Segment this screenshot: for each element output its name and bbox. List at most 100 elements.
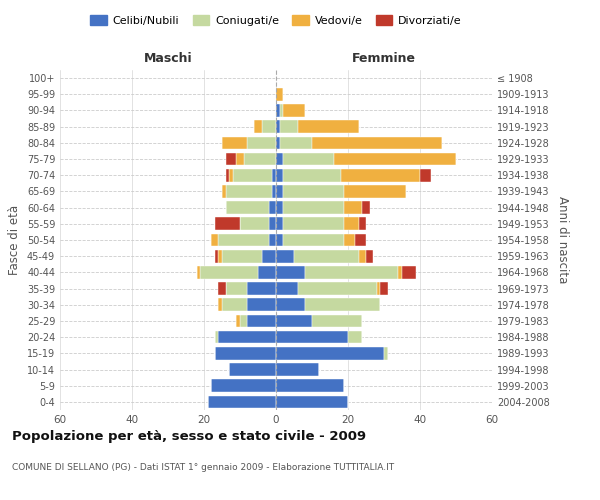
Bar [344,218,359,230]
Bar [208,396,276,408]
Bar [312,136,442,149]
Bar [276,234,283,246]
Bar [240,314,247,328]
Bar [276,380,344,392]
Bar [305,298,380,311]
Bar [276,250,294,262]
Bar [229,363,276,376]
Bar [334,152,456,166]
Bar [276,152,283,166]
Bar [244,152,276,166]
Bar [269,202,276,214]
Bar [269,234,276,246]
Bar [276,185,283,198]
Bar [276,314,312,328]
Bar [276,266,305,278]
Bar [362,202,370,214]
Bar [398,266,402,278]
Bar [377,282,380,295]
Bar [226,202,269,214]
Bar [276,88,283,101]
Bar [222,250,262,262]
Bar [211,234,218,246]
Bar [222,136,247,149]
Bar [283,152,334,166]
Bar [215,347,276,360]
Bar [226,185,272,198]
Bar [298,282,377,295]
Bar [226,169,229,181]
Bar [247,282,276,295]
Bar [218,250,222,262]
Bar [276,396,348,408]
Bar [222,298,247,311]
Bar [240,218,269,230]
Bar [276,104,280,117]
Bar [283,169,341,181]
Bar [222,185,226,198]
Bar [294,250,359,262]
Bar [402,266,416,278]
Bar [359,218,366,230]
Bar [276,136,280,149]
Bar [226,152,236,166]
Bar [197,266,200,278]
Bar [218,282,226,295]
Bar [276,331,348,344]
Bar [218,331,276,344]
Bar [233,169,272,181]
Bar [305,266,398,278]
Text: Femmine: Femmine [352,52,416,65]
Bar [254,120,262,133]
Bar [280,104,283,117]
Y-axis label: Anni di nascita: Anni di nascita [556,196,569,284]
Bar [272,185,276,198]
Bar [380,282,388,295]
Bar [218,234,269,246]
Bar [218,298,222,311]
Bar [211,380,276,392]
Bar [280,120,298,133]
Legend: Celibi/Nubili, Coniugati/e, Vedovi/e, Divorziati/e: Celibi/Nubili, Coniugati/e, Vedovi/e, Di… [86,10,466,30]
Bar [276,282,298,295]
Bar [247,136,276,149]
Bar [283,104,305,117]
Bar [298,120,359,133]
Bar [283,218,344,230]
Bar [276,363,319,376]
Bar [312,314,362,328]
Text: Maschi: Maschi [143,52,193,65]
Bar [344,234,355,246]
Bar [269,218,276,230]
Bar [247,314,276,328]
Bar [366,250,373,262]
Text: Popolazione per età, sesso e stato civile - 2009: Popolazione per età, sesso e stato civil… [12,430,366,443]
Bar [215,218,240,230]
Bar [247,298,276,311]
Bar [344,185,406,198]
Bar [341,169,420,181]
Bar [236,314,240,328]
Bar [384,347,388,360]
Bar [355,234,366,246]
Bar [276,298,305,311]
Bar [276,218,283,230]
Bar [283,185,344,198]
Bar [420,169,431,181]
Bar [215,250,218,262]
Bar [280,136,312,149]
Bar [276,120,280,133]
Bar [359,250,366,262]
Bar [236,152,244,166]
Bar [226,282,247,295]
Bar [258,266,276,278]
Bar [272,169,276,181]
Bar [229,169,233,181]
Text: COMUNE DI SELLANO (PG) - Dati ISTAT 1° gennaio 2009 - Elaborazione TUTTITALIA.IT: COMUNE DI SELLANO (PG) - Dati ISTAT 1° g… [12,463,394,472]
Bar [276,202,283,214]
Bar [200,266,258,278]
Bar [262,250,276,262]
Bar [348,331,362,344]
Bar [276,347,384,360]
Bar [276,169,283,181]
